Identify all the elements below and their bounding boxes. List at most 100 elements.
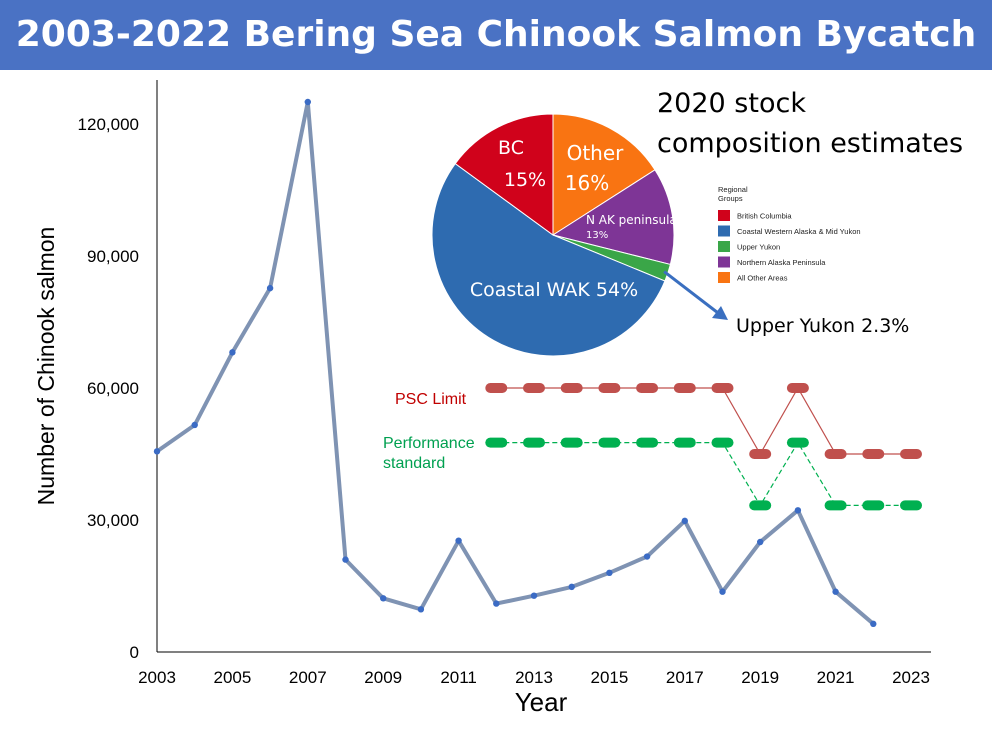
- y-tick-label: 120,000: [78, 115, 139, 134]
- perf-marker: [523, 437, 545, 448]
- bycatch-point: [455, 537, 462, 544]
- x-tick-label: 2011: [440, 668, 477, 687]
- bycatch-point: [530, 592, 538, 599]
- pie-label-bc: BC: [498, 137, 524, 159]
- bycatch-point: [643, 553, 651, 560]
- bycatch-point: [266, 284, 274, 292]
- upper-yukon-arrow: [663, 270, 723, 318]
- pie-label-other-value: 16%: [565, 171, 609, 195]
- x-tick-label: 2005: [213, 668, 251, 687]
- bycatch-line: [155, 100, 875, 626]
- pie-slice-other: [552, 113, 656, 236]
- performance-standard-label: Performance: [383, 435, 475, 452]
- perf-marker: [560, 437, 583, 448]
- x-tick-label: 2019: [741, 668, 779, 687]
- upper-yukon-arrowhead: [712, 306, 728, 320]
- stock-composition-title: composition estimates: [657, 128, 963, 159]
- bycatch-point: [304, 98, 311, 106]
- x-tick-label: 2009: [364, 668, 402, 687]
- bycatch-point: [229, 349, 236, 356]
- bycatch-point: [568, 583, 575, 591]
- pie-label-coastal-wak: Coastal WAK 54%: [470, 279, 638, 301]
- pie-label-n-ak-peninsula-value: 13%: [586, 230, 608, 241]
- pie-label-bc-value: 15%: [504, 169, 546, 191]
- psc-marker: [636, 383, 659, 393]
- stock-pie: [431, 113, 675, 357]
- stock-composition-title: 2020 stock: [657, 88, 806, 119]
- bycatch-point: [794, 507, 802, 514]
- pie-label-n-ak-peninsula: N AK peninsula: [586, 213, 677, 227]
- psc-marker: [598, 383, 621, 393]
- legend-swatch: [718, 241, 730, 252]
- legend-entry: Upper Yukon: [737, 243, 780, 252]
- psc-marker: [749, 449, 772, 459]
- legend-swatch: [718, 272, 730, 283]
- x-tick-label: 2021: [817, 668, 855, 687]
- pie-slice-coastal-wak: [431, 162, 666, 357]
- performance-standard-label: standard: [383, 455, 445, 472]
- legend-title: Groups: [718, 194, 743, 203]
- psc-marker: [824, 449, 847, 459]
- perf-marker: [824, 500, 847, 511]
- psc-marker: [560, 383, 583, 393]
- psc-connector-line: [496, 386, 911, 456]
- psc-marker: [711, 383, 734, 393]
- psc-marker: [900, 449, 922, 459]
- pie-label-other: Other: [567, 141, 625, 165]
- psc-marker: [523, 383, 545, 393]
- perf-marker: [673, 437, 696, 448]
- perf-marker: [636, 437, 659, 448]
- bycatch-point: [681, 517, 688, 525]
- legend-entry: Northern Alaska Peninsula: [737, 258, 826, 267]
- perf-marker: [900, 500, 922, 511]
- x-tick-label: 2013: [515, 668, 553, 687]
- bycatch-point: [342, 556, 349, 563]
- bycatch-point: [380, 595, 387, 602]
- page-title: 2003-2022 Bering Sea Chinook Salmon Byca…: [15, 14, 977, 55]
- legend-title: Regional: [718, 185, 748, 194]
- x-axis-title: Year: [515, 687, 568, 717]
- x-tick-label: 2023: [892, 668, 930, 687]
- legend-swatch: [718, 225, 730, 237]
- bycatch-point: [153, 448, 161, 455]
- legend-swatch: [718, 256, 730, 268]
- bycatch-point: [870, 620, 877, 628]
- perf-marker: [862, 500, 885, 511]
- perf-marker: [749, 500, 772, 511]
- title-bar: 2003-2022 Bering Sea Chinook Salmon Byca…: [0, 0, 992, 70]
- perf-marker: [485, 437, 508, 448]
- pie-slice-bc: [454, 113, 554, 236]
- y-tick-label: 30,000: [87, 511, 139, 530]
- y-tick-label: 90,000: [87, 247, 139, 266]
- legend-entry: All Other Areas: [737, 274, 788, 283]
- perf-marker: [711, 437, 734, 448]
- upper-yukon-label: Upper Yukon 2.3%: [736, 315, 909, 337]
- x-tick-label: 2007: [289, 668, 327, 687]
- bycatch-point: [493, 600, 500, 607]
- bycatch-point: [191, 421, 198, 429]
- x-tick-label: 2017: [666, 668, 704, 687]
- legend-entry: British Columbia: [737, 212, 792, 221]
- perf-connector-line: [496, 441, 911, 507]
- psc-marker: [673, 383, 696, 393]
- psc-marker: [786, 383, 809, 393]
- y-tick-label: 60,000: [87, 379, 139, 398]
- bycatch-point: [417, 606, 425, 613]
- pie-slice-n-ak-peninsula: [551, 169, 675, 266]
- legend-entry: Coastal Western Alaska & Mid Yukon: [737, 227, 861, 236]
- legend-swatch: [718, 210, 730, 221]
- perf-marker: [786, 437, 809, 448]
- psc-limit-label: PSC Limit: [395, 391, 467, 408]
- x-tick-label: 2015: [590, 668, 628, 687]
- psc-marker: [485, 383, 508, 393]
- bycatch-point: [832, 588, 839, 595]
- y-tick-label: 0: [130, 643, 139, 662]
- bycatch-point: [757, 538, 764, 546]
- y-axis-title: Number of Chinook salmon: [33, 227, 59, 506]
- x-tick-label: 2003: [138, 668, 176, 687]
- bycatch-point: [606, 569, 613, 576]
- psc-marker: [862, 449, 885, 459]
- perf-marker: [598, 437, 621, 448]
